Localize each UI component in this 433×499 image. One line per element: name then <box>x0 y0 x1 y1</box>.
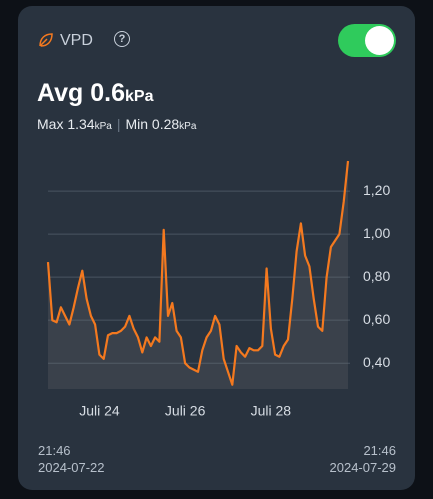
leaf-icon <box>39 33 53 47</box>
average: Avg 0.6kPa <box>37 79 154 108</box>
x-tick-label: Juli 28 <box>251 403 292 419</box>
max-label: Max <box>37 116 64 132</box>
y-tick-label: 0,40 <box>363 354 390 370</box>
min-max: Max 1.34kPa | Min 0.28kPa <box>37 116 197 132</box>
y-tick-label: 1,00 <box>363 225 390 241</box>
end-label: 21:46 2024-07-29 <box>330 442 397 476</box>
widget-card: VPD ? Avg 0.6kPa Max 1.34kPa | Min 0.28kPa… <box>18 6 415 490</box>
start-label: 21:46 2024-07-22 <box>38 442 105 476</box>
min-label: Min <box>125 116 149 132</box>
toggle-switch[interactable] <box>338 24 396 57</box>
help-icon[interactable]: ? <box>114 31 130 47</box>
x-tick-label: Juli 26 <box>165 403 206 419</box>
end-date: 2024-07-29 <box>329 460 397 475</box>
unit: kPa <box>94 121 112 132</box>
y-tick-label: 0,80 <box>363 268 390 284</box>
max-value: 1.34 <box>67 116 95 132</box>
avg-value: 0.6 <box>90 79 126 107</box>
min-value: 0.28 <box>151 116 180 132</box>
widget-title: VPD <box>60 32 93 49</box>
unit: kPa <box>125 88 154 105</box>
y-tick-label: 1,20 <box>363 182 390 198</box>
unit: kPa <box>179 121 197 132</box>
toggle-knob <box>365 26 394 55</box>
y-tick-label: 0,60 <box>363 311 390 327</box>
x-tick-label: Juli 24 <box>79 403 120 419</box>
area-fill <box>48 161 348 389</box>
end-time: 21:46 <box>363 443 396 458</box>
data-line <box>46 160 350 386</box>
start-date: 2024-07-22 <box>38 460 105 475</box>
avg-label: Avg <box>37 79 84 107</box>
start-time: 21:46 <box>38 443 71 458</box>
chart: 0,40 0,60 0,80 1,00 1,20 Juli 24 Juli 26 Juli 2… <box>46 160 390 419</box>
